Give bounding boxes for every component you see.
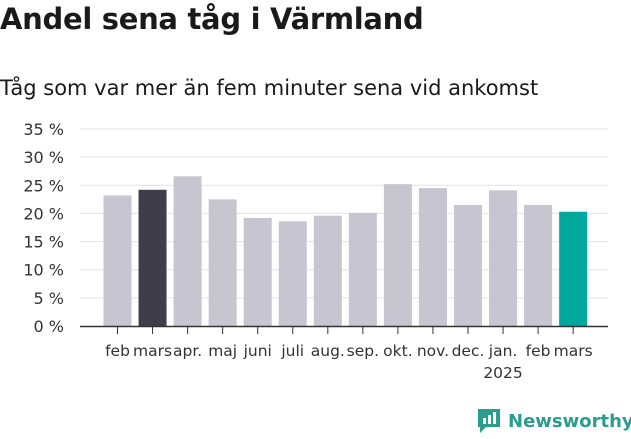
y-tick-label: 20 % <box>23 204 64 223</box>
bar <box>489 190 518 326</box>
x-tick-label: apr. <box>173 342 202 360</box>
y-tick-label: 0 % <box>34 317 64 336</box>
newsworthy-logo: Newsworthy <box>476 406 631 436</box>
x-year-label: 2025 <box>483 364 522 382</box>
x-tick-label: feb <box>105 342 130 360</box>
bar <box>348 212 377 326</box>
newsworthy-logo-icon <box>478 409 500 433</box>
x-tick-label: juli <box>280 342 304 360</box>
x-tick-label: dec. <box>452 342 485 360</box>
x-tick-label: aug. <box>311 342 345 360</box>
x-tick-label: maj <box>208 342 237 360</box>
bar <box>243 217 272 326</box>
x-tick-label: sep. <box>347 342 379 360</box>
y-tick-label: 25 % <box>23 176 64 195</box>
newsworthy-logo-text: Newsworthy <box>508 410 631 432</box>
chart-subtitle: Tåg som var mer än fem minuter sena vid … <box>0 76 539 100</box>
x-tick-label: okt. <box>383 342 412 360</box>
bar <box>173 176 202 326</box>
bar <box>138 189 167 326</box>
x-tick-label: nov. <box>417 342 449 360</box>
bar <box>278 221 307 326</box>
y-tick-label: 35 % <box>23 120 64 139</box>
x-tick-label: jan. <box>488 342 518 360</box>
bar <box>208 199 237 326</box>
x-tick-label: juni <box>243 342 272 360</box>
bar <box>313 215 342 326</box>
x-tick-label: feb <box>526 342 551 360</box>
y-tick-label: 10 % <box>23 261 64 280</box>
bar <box>103 195 132 326</box>
x-tick-label: mars <box>133 342 172 360</box>
y-tick-label: 5 % <box>34 289 64 308</box>
chart-title: Andel sena tåg i Värmland <box>0 2 424 36</box>
bar <box>418 188 447 326</box>
bar <box>383 184 412 326</box>
bar <box>559 211 588 326</box>
x-tick-label: mars <box>554 342 593 360</box>
bar <box>524 204 553 326</box>
bar <box>454 204 482 326</box>
y-tick-label: 30 % <box>23 148 64 167</box>
y-tick-label: 15 % <box>23 233 64 252</box>
